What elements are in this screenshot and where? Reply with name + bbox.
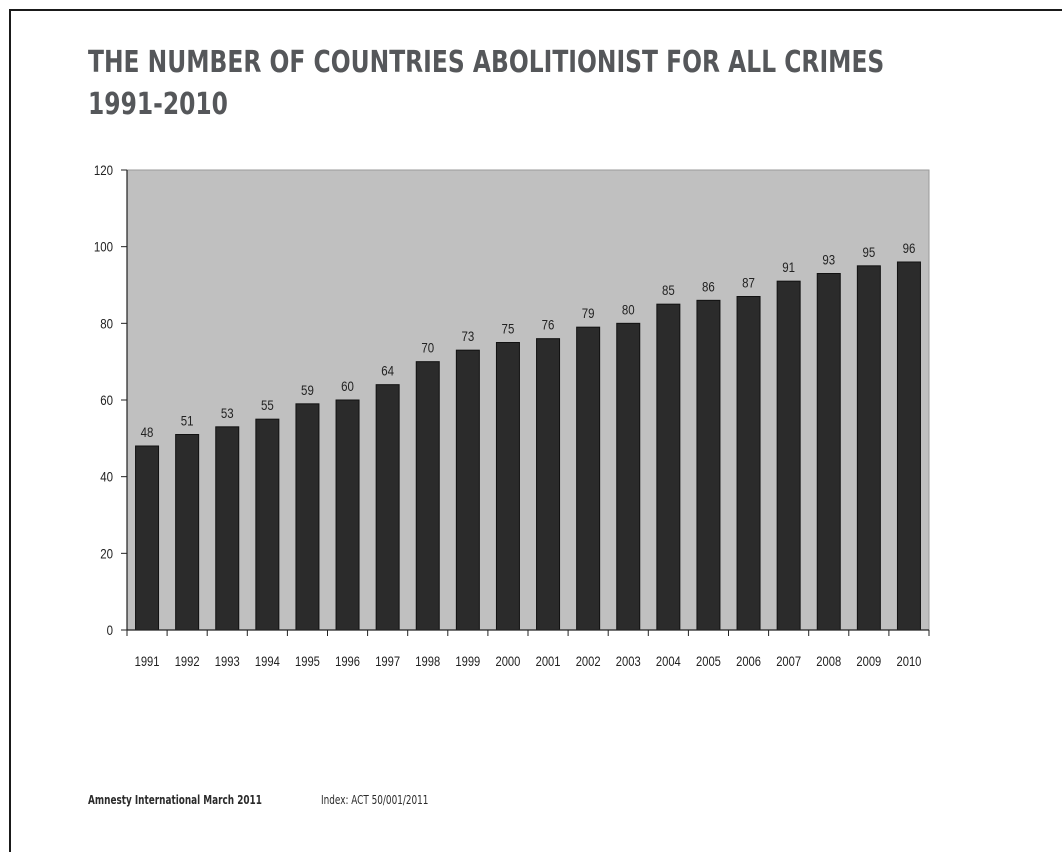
x-tick-label-2008: 2008 <box>816 654 841 669</box>
bar-2007 <box>776 280 801 631</box>
footer-index: Index: ACT 50/001/2011 <box>321 793 429 807</box>
data-label-1994: 55 <box>261 397 274 413</box>
x-tick-label-1998: 1998 <box>415 654 440 669</box>
bar-2006 <box>736 296 761 631</box>
x-tick-label-1993: 1993 <box>215 654 240 669</box>
bar-1991 <box>135 445 160 631</box>
bar-2008 <box>816 273 841 631</box>
x-tick-label-1994: 1994 <box>255 654 280 669</box>
bar-1998 <box>415 361 440 631</box>
data-label-1999: 73 <box>461 328 474 344</box>
chart-title-line-2: 1991-2010 <box>88 87 228 122</box>
x-tick-label-1996: 1996 <box>335 654 360 669</box>
data-label-2002: 79 <box>582 305 595 321</box>
y-tick-label-120: 120 <box>94 162 113 178</box>
data-label-2004: 85 <box>662 282 675 298</box>
data-labels-group: 48 51 53 55 59 60 64 70 73 75 76 79 80 85 86 87 91 93 95 96 <box>141 240 916 440</box>
bar-2003 <box>616 322 641 631</box>
bar-1999 <box>455 349 480 631</box>
bar-1993 <box>215 426 240 631</box>
bar-1994 <box>255 418 280 631</box>
data-label-1992: 51 <box>181 412 194 428</box>
x-tick-label-2009: 2009 <box>856 654 881 669</box>
y-tick-label-60: 60 <box>100 392 113 408</box>
chart-title-line-1: THE NUMBER OF COUNTRIES ABOLITIONIST FOR… <box>88 45 885 80</box>
bar-1992 <box>175 434 200 631</box>
data-label-2003: 80 <box>622 301 635 317</box>
data-label-1991: 48 <box>141 424 154 440</box>
x-ticks-group: 1991 1992 1993 1994 1995 1996 1997 1998 1999 2000… <box>126 630 930 669</box>
y-ticks-group: 0 20 40 60 80 100 120 <box>94 162 127 638</box>
x-tick-label-2001: 2001 <box>536 654 561 669</box>
y-tick-label-80: 80 <box>100 315 113 331</box>
data-label-2006: 87 <box>742 274 755 290</box>
x-tick-label-1997: 1997 <box>375 654 400 669</box>
bar-2001 <box>536 338 561 631</box>
chart-title: THE NUMBER OF COUNTRIES ABOLITIONIST FOR… <box>88 42 884 126</box>
x-tick-label-2005: 2005 <box>696 654 721 669</box>
data-label-2008: 93 <box>822 251 835 267</box>
x-tick-label-2000: 2000 <box>496 654 521 669</box>
bar-2002 <box>576 326 601 631</box>
data-label-1993: 53 <box>221 405 234 421</box>
x-tick-label-1992: 1992 <box>175 654 200 669</box>
plot-area <box>126 169 930 631</box>
data-label-1998: 70 <box>421 340 434 356</box>
x-tick-label-2007: 2007 <box>776 654 801 669</box>
x-tick-label-1991: 1991 <box>135 654 160 669</box>
bar-1997 <box>375 384 400 631</box>
bar-2004 <box>656 303 681 631</box>
bar-2010 <box>896 261 921 631</box>
x-tick-label-2010: 2010 <box>897 654 922 669</box>
data-label-2009: 95 <box>862 244 875 260</box>
data-label-2005: 86 <box>702 278 715 294</box>
bar-2009 <box>856 265 881 631</box>
data-label-2000: 75 <box>502 320 515 336</box>
bar-2005 <box>696 299 721 631</box>
y-tick-label-100: 100 <box>94 239 113 255</box>
x-tick-label-2002: 2002 <box>576 654 601 669</box>
y-tick-label-0: 0 <box>107 622 113 638</box>
y-tick-label-20: 20 <box>100 545 113 561</box>
bar-2000 <box>495 342 520 631</box>
data-label-2007: 91 <box>782 259 795 275</box>
data-label-1996: 60 <box>341 378 354 394</box>
footer-source: Amnesty International March 2011 <box>88 793 262 807</box>
bar-1996 <box>335 399 360 631</box>
x-tick-label-2004: 2004 <box>656 654 681 669</box>
bar-1995 <box>295 403 320 631</box>
x-tick-label-2003: 2003 <box>616 654 641 669</box>
data-label-1995: 59 <box>301 382 314 398</box>
x-tick-label-1999: 1999 <box>455 654 480 669</box>
y-tick-label-40: 40 <box>100 469 113 485</box>
data-label-2010: 96 <box>903 240 916 256</box>
data-label-1997: 64 <box>381 363 394 379</box>
x-tick-label-1995: 1995 <box>295 654 320 669</box>
x-tick-label-2006: 2006 <box>736 654 761 669</box>
bars-group <box>135 261 921 631</box>
data-label-2001: 76 <box>542 317 555 333</box>
